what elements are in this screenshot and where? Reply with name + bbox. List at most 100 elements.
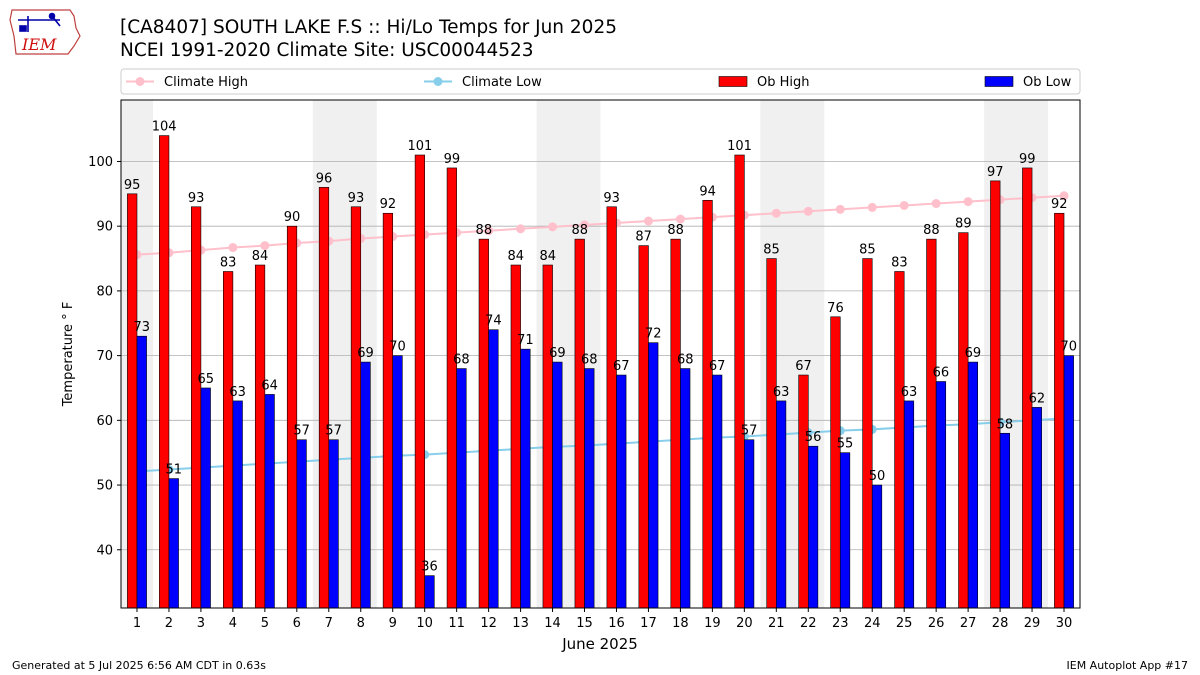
climate-high-point bbox=[899, 200, 909, 210]
ob-low-bar bbox=[1031, 407, 1042, 609]
x-tick-label: 24 bbox=[864, 616, 881, 631]
ob-high-bar bbox=[766, 258, 777, 609]
x-tick-label: 17 bbox=[640, 616, 657, 631]
ob-low-bar bbox=[999, 432, 1010, 609]
ob-high-label: 92 bbox=[1051, 197, 1068, 212]
climate-high-point bbox=[675, 214, 685, 224]
app-credit: IEM Autoplot App #17 bbox=[1066, 659, 1189, 672]
x-tick-label: 16 bbox=[608, 616, 625, 631]
climate-high-point bbox=[260, 241, 270, 251]
ob-high-label: 76 bbox=[827, 301, 844, 316]
legend-label: Ob High bbox=[757, 75, 810, 90]
ob-high-bar bbox=[606, 206, 617, 609]
ob-high-bar bbox=[254, 264, 266, 609]
ob-low-label: 71 bbox=[517, 333, 534, 348]
x-axis-label: June 2025 bbox=[561, 635, 638, 653]
y-tick-label: 70 bbox=[96, 349, 113, 364]
x-tick-label: 6 bbox=[293, 616, 301, 631]
ob-high-label: 99 bbox=[444, 152, 461, 167]
weather-station-icon bbox=[18, 12, 61, 32]
ob-low-label: 67 bbox=[709, 359, 726, 374]
ob-high-bar bbox=[990, 180, 1001, 609]
ob-low-bar bbox=[680, 368, 691, 609]
ob-low-label: 74 bbox=[485, 314, 502, 329]
x-tick-label: 14 bbox=[544, 616, 561, 631]
x-tick-label: 20 bbox=[736, 616, 753, 631]
x-tick-label: 2 bbox=[165, 616, 173, 631]
ob-high-bar bbox=[830, 316, 841, 609]
ob-high-bar bbox=[862, 258, 873, 609]
x-tick-label: 19 bbox=[704, 616, 721, 631]
ob-high-bar bbox=[159, 135, 170, 609]
ob-low-label: 57 bbox=[741, 424, 758, 439]
ob-high-label: 92 bbox=[380, 197, 397, 212]
legend-bar-swatch bbox=[984, 76, 1014, 87]
ob-low-label: 67 bbox=[613, 359, 630, 374]
ob-high-bar bbox=[926, 238, 937, 609]
ob-low-label: 68 bbox=[453, 353, 470, 368]
ob-low-bar bbox=[903, 400, 915, 609]
ob-low-label: 56 bbox=[805, 430, 822, 445]
y-tick-label: 60 bbox=[96, 414, 113, 429]
legend: Climate High Climate Low Ob High Ob Low bbox=[120, 68, 1081, 95]
ob-low-label: 68 bbox=[677, 353, 694, 368]
x-tick-label: 9 bbox=[389, 616, 397, 631]
climate-high-point bbox=[580, 220, 590, 230]
ob-high-bar bbox=[958, 232, 969, 609]
x-tick-label: 12 bbox=[480, 616, 497, 631]
ob-low-label: 65 bbox=[197, 372, 214, 387]
ob-low-bar bbox=[424, 575, 435, 609]
ob-low-label: 57 bbox=[293, 424, 310, 439]
ob-high-bar bbox=[478, 238, 489, 609]
x-tick-label: 5 bbox=[261, 616, 269, 631]
iem-logo: IEM bbox=[9, 9, 81, 55]
ob-low-label: 69 bbox=[965, 346, 982, 361]
ob-high-bar bbox=[798, 374, 809, 609]
ob-high-bar bbox=[510, 264, 521, 609]
ob-high-label: 88 bbox=[476, 223, 493, 238]
ob-high-label: 88 bbox=[923, 223, 940, 238]
y-axis-label: Temperature ° F bbox=[61, 302, 76, 408]
ob-high-bar bbox=[702, 200, 713, 609]
ob-low-bar bbox=[392, 355, 403, 609]
ob-low-bar bbox=[168, 478, 179, 609]
ob-low-label: 69 bbox=[549, 346, 566, 361]
ob-low-bar bbox=[232, 400, 243, 609]
x-tick-label: 21 bbox=[768, 616, 785, 631]
climate-high-point bbox=[835, 204, 845, 214]
x-tick-label: 7 bbox=[325, 616, 333, 631]
ob-low-label: 51 bbox=[165, 463, 182, 478]
ob-low-bar bbox=[776, 400, 787, 609]
ob-low-bar bbox=[584, 368, 595, 609]
ob-low-bar bbox=[200, 387, 211, 609]
ob-low-label: 70 bbox=[1061, 340, 1078, 355]
climate-high-point bbox=[931, 199, 941, 209]
ob-high-bar bbox=[222, 271, 234, 609]
ob-high-label: 101 bbox=[727, 139, 752, 154]
x-tick-label: 3 bbox=[197, 616, 205, 631]
ob-high-label: 84 bbox=[252, 249, 269, 264]
ob-high-label: 84 bbox=[508, 249, 525, 264]
ob-high-label: 85 bbox=[859, 243, 876, 258]
ob-low-bar bbox=[296, 439, 307, 609]
ob-high-bar bbox=[670, 238, 681, 609]
ob-high-bar bbox=[542, 264, 553, 609]
x-tick-label: 26 bbox=[928, 616, 945, 631]
bar-value-labels: 95 73 104 51 93 65 83 63 84 64 90 57 96 57 93 69 92 70 101… bbox=[124, 120, 1077, 575]
ob-low-bar bbox=[456, 368, 467, 609]
ob-low-label: 72 bbox=[645, 327, 662, 342]
y-tick-label: 80 bbox=[96, 284, 113, 299]
chart-subtitle: NCEI 1991-2020 Climate Site: USC00044523 bbox=[120, 40, 534, 61]
x-tick-label: 22 bbox=[800, 616, 817, 631]
ob-high-label: 89 bbox=[955, 217, 972, 232]
x-tick-label: 4 bbox=[229, 616, 237, 631]
chart-title: [CA8407] SOUTH LAKE F.S :: Hi/Lo Temps f… bbox=[120, 17, 617, 38]
ob-high-bar bbox=[1022, 167, 1033, 609]
ob-high-label: 67 bbox=[795, 359, 812, 374]
ob-low-bar bbox=[616, 374, 627, 609]
ob-low-label: 36 bbox=[421, 560, 438, 575]
ob-high-bar bbox=[127, 193, 138, 609]
ob-low-bar bbox=[935, 381, 947, 609]
climate-high-point bbox=[516, 224, 526, 234]
ob-low-bar bbox=[520, 348, 531, 609]
